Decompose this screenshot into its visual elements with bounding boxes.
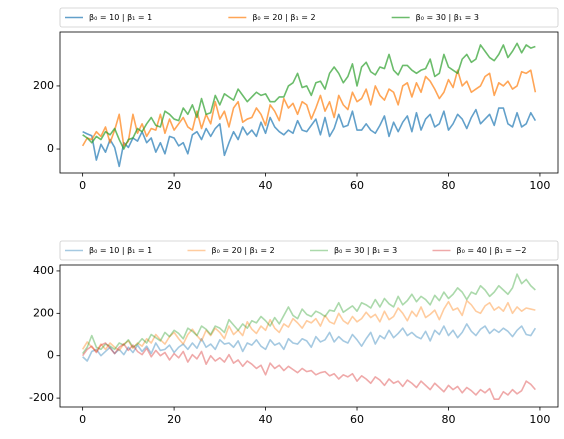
y-tick-label: 200 — [33, 306, 54, 319]
series-line — [81, 69, 537, 147]
x-tick-label: 0 — [79, 179, 86, 192]
x-tick-label: 20 — [167, 179, 181, 192]
x-tick-label: 60 — [350, 413, 364, 426]
axes-frame — [59, 264, 559, 408]
x-tick-label: 60 — [350, 179, 364, 192]
y-tick-label: 0 — [47, 142, 54, 155]
x-tick-label: 40 — [259, 179, 273, 192]
series-line — [82, 323, 537, 362]
x-tick-label: 40 — [259, 413, 273, 426]
legend-label: β₀ = 40 | β₁ = −2 — [457, 246, 527, 255]
legend-label: β₀ = 10 | β₁ = 1 — [89, 246, 152, 255]
legend-label: β₀ = 20 | β₁ = 2 — [252, 13, 315, 22]
x-tick-label: 20 — [167, 413, 181, 426]
legend-label: β₀ = 30 | β₁ = 3 — [416, 13, 479, 22]
x-tick-label: 100 — [529, 179, 550, 192]
y-tick-label: 400 — [33, 264, 54, 277]
series-line — [82, 107, 537, 168]
series-line — [82, 42, 536, 150]
legend-label: β₀ = 10 | β₁ = 1 — [89, 13, 152, 22]
legend-label: β₀ = 20 | β₁ = 2 — [212, 246, 275, 255]
legend-box — [59, 7, 559, 28]
y-tick-label: -200 — [29, 391, 54, 404]
x-tick-label: 80 — [441, 179, 455, 192]
series-line — [81, 299, 536, 353]
x-tick-label: 80 — [441, 413, 455, 426]
series-line — [81, 342, 536, 400]
legend-label: β₀ = 30 | β₁ = 3 — [334, 246, 397, 255]
axes-frame — [59, 31, 559, 174]
x-tick-label: 100 — [529, 413, 550, 426]
y-tick-label: 200 — [33, 79, 54, 92]
y-tick-label: 0 — [47, 349, 54, 362]
legend-box — [59, 240, 559, 261]
x-tick-label: 0 — [79, 413, 86, 426]
series-line — [81, 273, 536, 355]
